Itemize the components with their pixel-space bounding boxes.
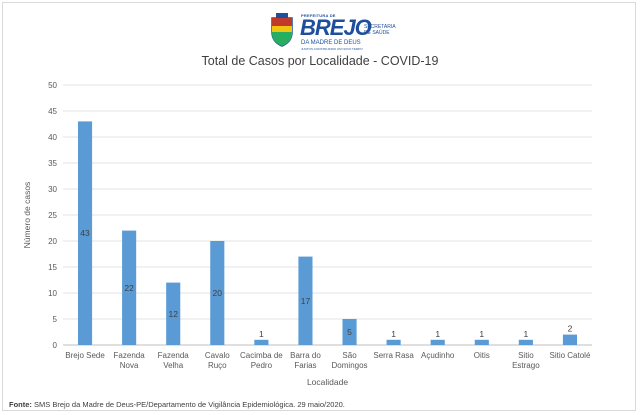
x-tick-label: Serra Rasa: [373, 351, 414, 360]
data-label: 12: [168, 309, 178, 319]
x-tick-label: Sitio: [518, 351, 534, 360]
data-label: 5: [347, 327, 352, 337]
crest-icon: [271, 13, 293, 47]
x-tick-label: São: [342, 351, 357, 360]
y-tick-label: 25: [48, 211, 57, 220]
y-tick-label: 35: [48, 159, 57, 168]
y-axis-label: Número de casos: [22, 182, 32, 249]
x-tick-label: Fazenda: [114, 351, 146, 360]
logo-main-text: BREJO: [300, 15, 372, 40]
bar: [210, 241, 225, 345]
y-tick-label: 20: [48, 237, 57, 246]
x-axis-label: Localidade: [307, 377, 348, 387]
chart-frame: [2, 2, 636, 411]
x-tick-label: Pedro: [251, 361, 273, 370]
x-tick-label: Sitio Catolé: [549, 351, 590, 360]
chart-title: Total de Casos por Localidade - COVID-19: [201, 54, 439, 68]
y-tick-label: 0: [53, 341, 58, 350]
x-tick-label: Brejo Sede: [65, 351, 105, 360]
x-tick-label: Barra do: [290, 351, 321, 360]
y-tick-label: 45: [48, 107, 57, 116]
y-tick-label: 50: [48, 81, 57, 90]
x-tick-label: Açudinho: [421, 351, 455, 360]
bar: [474, 339, 489, 345]
bar: [77, 121, 93, 346]
x-tick-label: Velha: [163, 361, 184, 370]
bar: [562, 334, 578, 345]
y-tick-label: 15: [48, 263, 57, 272]
data-label: 22: [124, 283, 134, 293]
y-tick-label: 10: [48, 289, 57, 298]
y-tick-label: 30: [48, 185, 57, 194]
x-tick-label: Farias: [294, 361, 316, 370]
data-label: 20: [213, 288, 223, 298]
bar: [166, 282, 181, 345]
data-label: 1: [524, 329, 529, 339]
data-label: 1: [479, 329, 484, 339]
x-tick-label: Cavalo: [205, 351, 230, 360]
bar: [386, 339, 401, 345]
data-label: 17: [301, 296, 311, 306]
y-tick-label: 40: [48, 133, 57, 142]
data-label: 1: [391, 329, 396, 339]
logo-tagline: JUNTOS CONSTRUINDO UM NOVO TEMPO: [301, 47, 363, 51]
bar: [254, 339, 269, 345]
data-label: 1: [259, 329, 264, 339]
x-tick-label: Domingos: [332, 361, 368, 370]
logo-prefix: PREFEITURA DE: [301, 13, 336, 18]
logo-subtitle: DA MADRE DE DEUS: [301, 40, 361, 46]
y-tick-label: 5: [53, 315, 58, 324]
footnote-text: SMS Brejo da Madre de Deus-PE/Departamen…: [31, 400, 345, 409]
bar: [518, 339, 533, 345]
x-tick-label: Cacimba de: [240, 351, 283, 360]
x-tick-label: Oitis: [474, 351, 490, 360]
bar: [298, 256, 313, 345]
x-tick-label: Estrago: [512, 361, 540, 370]
x-tick-label: Ruço: [208, 361, 227, 370]
data-label: 1: [435, 329, 440, 339]
x-tick-label: Fazenda: [158, 351, 190, 360]
footnote-label: Fonte:: [9, 400, 32, 409]
bar: [430, 339, 445, 345]
data-label: 43: [80, 228, 90, 238]
source-footnote: Fonte: SMS Brejo da Madre de Deus-PE/Dep…: [9, 400, 345, 409]
x-tick-label: Nova: [120, 361, 139, 370]
bar: [342, 319, 357, 345]
logo-secretariat: SECRETARIA DE SAÚDE: [364, 24, 396, 36]
header-logo: PREFEITURA DE BREJO DA MADRE DE DEUS JUN…: [268, 12, 395, 52]
data-label: 2: [568, 324, 573, 334]
bar: [122, 230, 137, 345]
